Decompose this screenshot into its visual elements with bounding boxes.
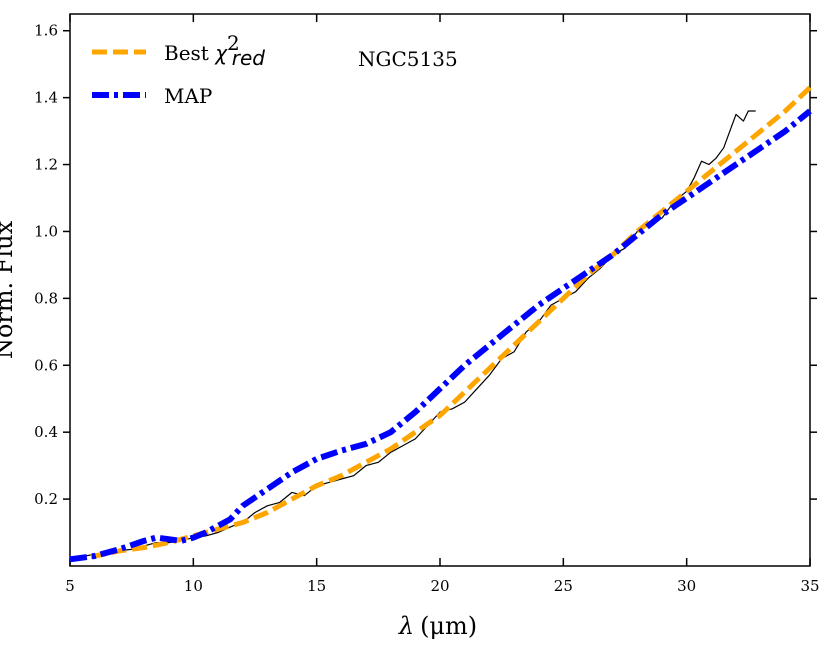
y-tick-label: 0.2 (34, 490, 58, 508)
series-map-line (69, 108, 812, 563)
y-tick-label: 1.4 (34, 89, 58, 107)
x-axis-title: λ (μm) (398, 612, 477, 640)
x-tick-label: 5 (65, 577, 75, 595)
legend: Best χ2 red MAP (92, 31, 265, 108)
x-tick-label: 30 (677, 577, 696, 595)
series-layer (69, 85, 812, 563)
x-tick-label: 10 (184, 577, 203, 595)
series-best-fit-line (69, 85, 812, 562)
y-tick-label: 0.6 (34, 356, 58, 374)
x-tick-label: 20 (430, 577, 449, 595)
y-tick-label: 0.8 (34, 289, 58, 307)
x-tick-label: 35 (800, 577, 819, 595)
y-tick-label: 1.0 (34, 222, 58, 240)
legend-label-map: MAP (164, 84, 212, 108)
x-tick-label: 25 (554, 577, 573, 595)
y-tick-label: 1.6 (34, 22, 58, 40)
y-axis-title: Norm. Flux (0, 220, 18, 359)
legend-label-best: Best χ2 red (164, 31, 265, 70)
y-tick-label: 0.4 (34, 423, 58, 441)
annotation-galaxy-name: NGC5135 (358, 47, 458, 71)
y-tick-label: 1.2 (34, 156, 58, 174)
ticks-layer: 5 10 15 20 25 30 35 0.2 0.4 0.6 0.8 1.0 1.2 1.4 1.6 (34, 14, 820, 595)
x-tick-label: 15 (307, 577, 326, 595)
series-spectrum-line (74, 110, 756, 560)
